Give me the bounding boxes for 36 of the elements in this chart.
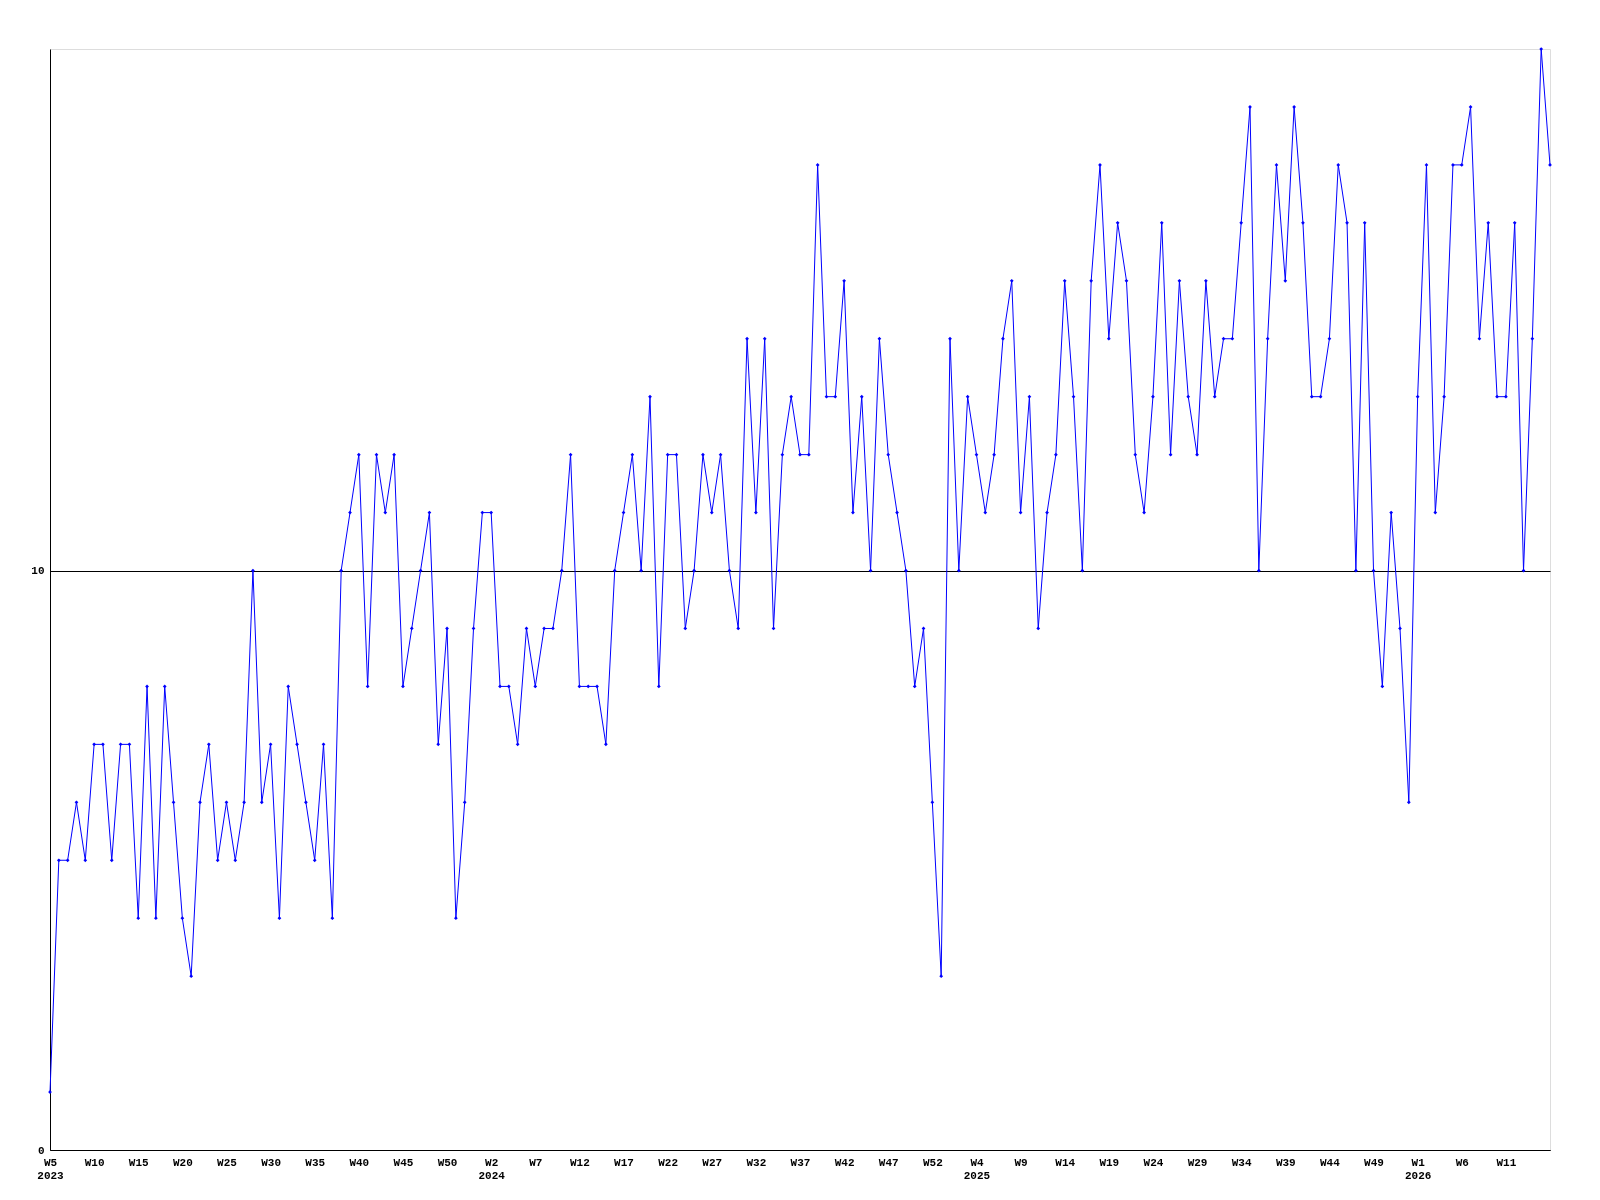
x-tick-label: W5 2023 xyxy=(37,1156,65,1182)
x-tick-label: W44 xyxy=(1320,1156,1341,1169)
x-tick-label: W7 xyxy=(529,1156,543,1169)
x-tick-label: W6 xyxy=(1455,1156,1469,1169)
x-tick-label: W34 xyxy=(1231,1156,1252,1169)
x-tick-label: W24 xyxy=(1143,1156,1164,1169)
x-tick-label: W25 xyxy=(217,1156,238,1169)
x-tick-label: W37 xyxy=(790,1156,811,1169)
x-tick-label: W30 xyxy=(261,1156,281,1169)
x-tick-label: W35 xyxy=(305,1156,326,1169)
y-tick-label: 10 xyxy=(31,565,45,578)
x-tick-label: W27 xyxy=(702,1156,723,1169)
x-tick-label: W22 xyxy=(658,1156,679,1169)
x-tick-label: W19 xyxy=(1099,1156,1120,1169)
x-tick-label: W10 xyxy=(84,1156,105,1169)
x-tick-label: W47 xyxy=(878,1156,899,1169)
x-tick-label: W45 xyxy=(393,1156,414,1169)
x-tick-label: W1 2026 xyxy=(1404,1156,1432,1182)
x-tick-label: W42 xyxy=(834,1156,855,1169)
x-tick-label: W40 xyxy=(349,1156,370,1169)
y-tick-label: 0 xyxy=(37,1144,45,1157)
x-tick-label: W2 2024 xyxy=(478,1156,506,1182)
x-tick-label: W50 xyxy=(437,1156,458,1169)
x-tick-label: W49 xyxy=(1364,1156,1384,1169)
x-tick-label: W29 xyxy=(1187,1156,1208,1169)
x-tick-label: W9 xyxy=(1014,1156,1028,1169)
x-tick-label: W17 xyxy=(614,1156,634,1169)
x-tick-label: W20 xyxy=(172,1156,193,1169)
x-tick-label: W4 2025 xyxy=(963,1156,991,1182)
x-tick-label: W14 xyxy=(1055,1156,1076,1169)
x-tick-label: W11 xyxy=(1496,1156,1517,1169)
x-tick-label: W52 xyxy=(922,1156,943,1169)
x-tick-label: W39 xyxy=(1275,1156,1296,1169)
x-tick-label: W32 xyxy=(746,1156,767,1169)
x-tick-label: W15 xyxy=(128,1156,150,1169)
x-tick-label: W12 xyxy=(570,1156,590,1169)
